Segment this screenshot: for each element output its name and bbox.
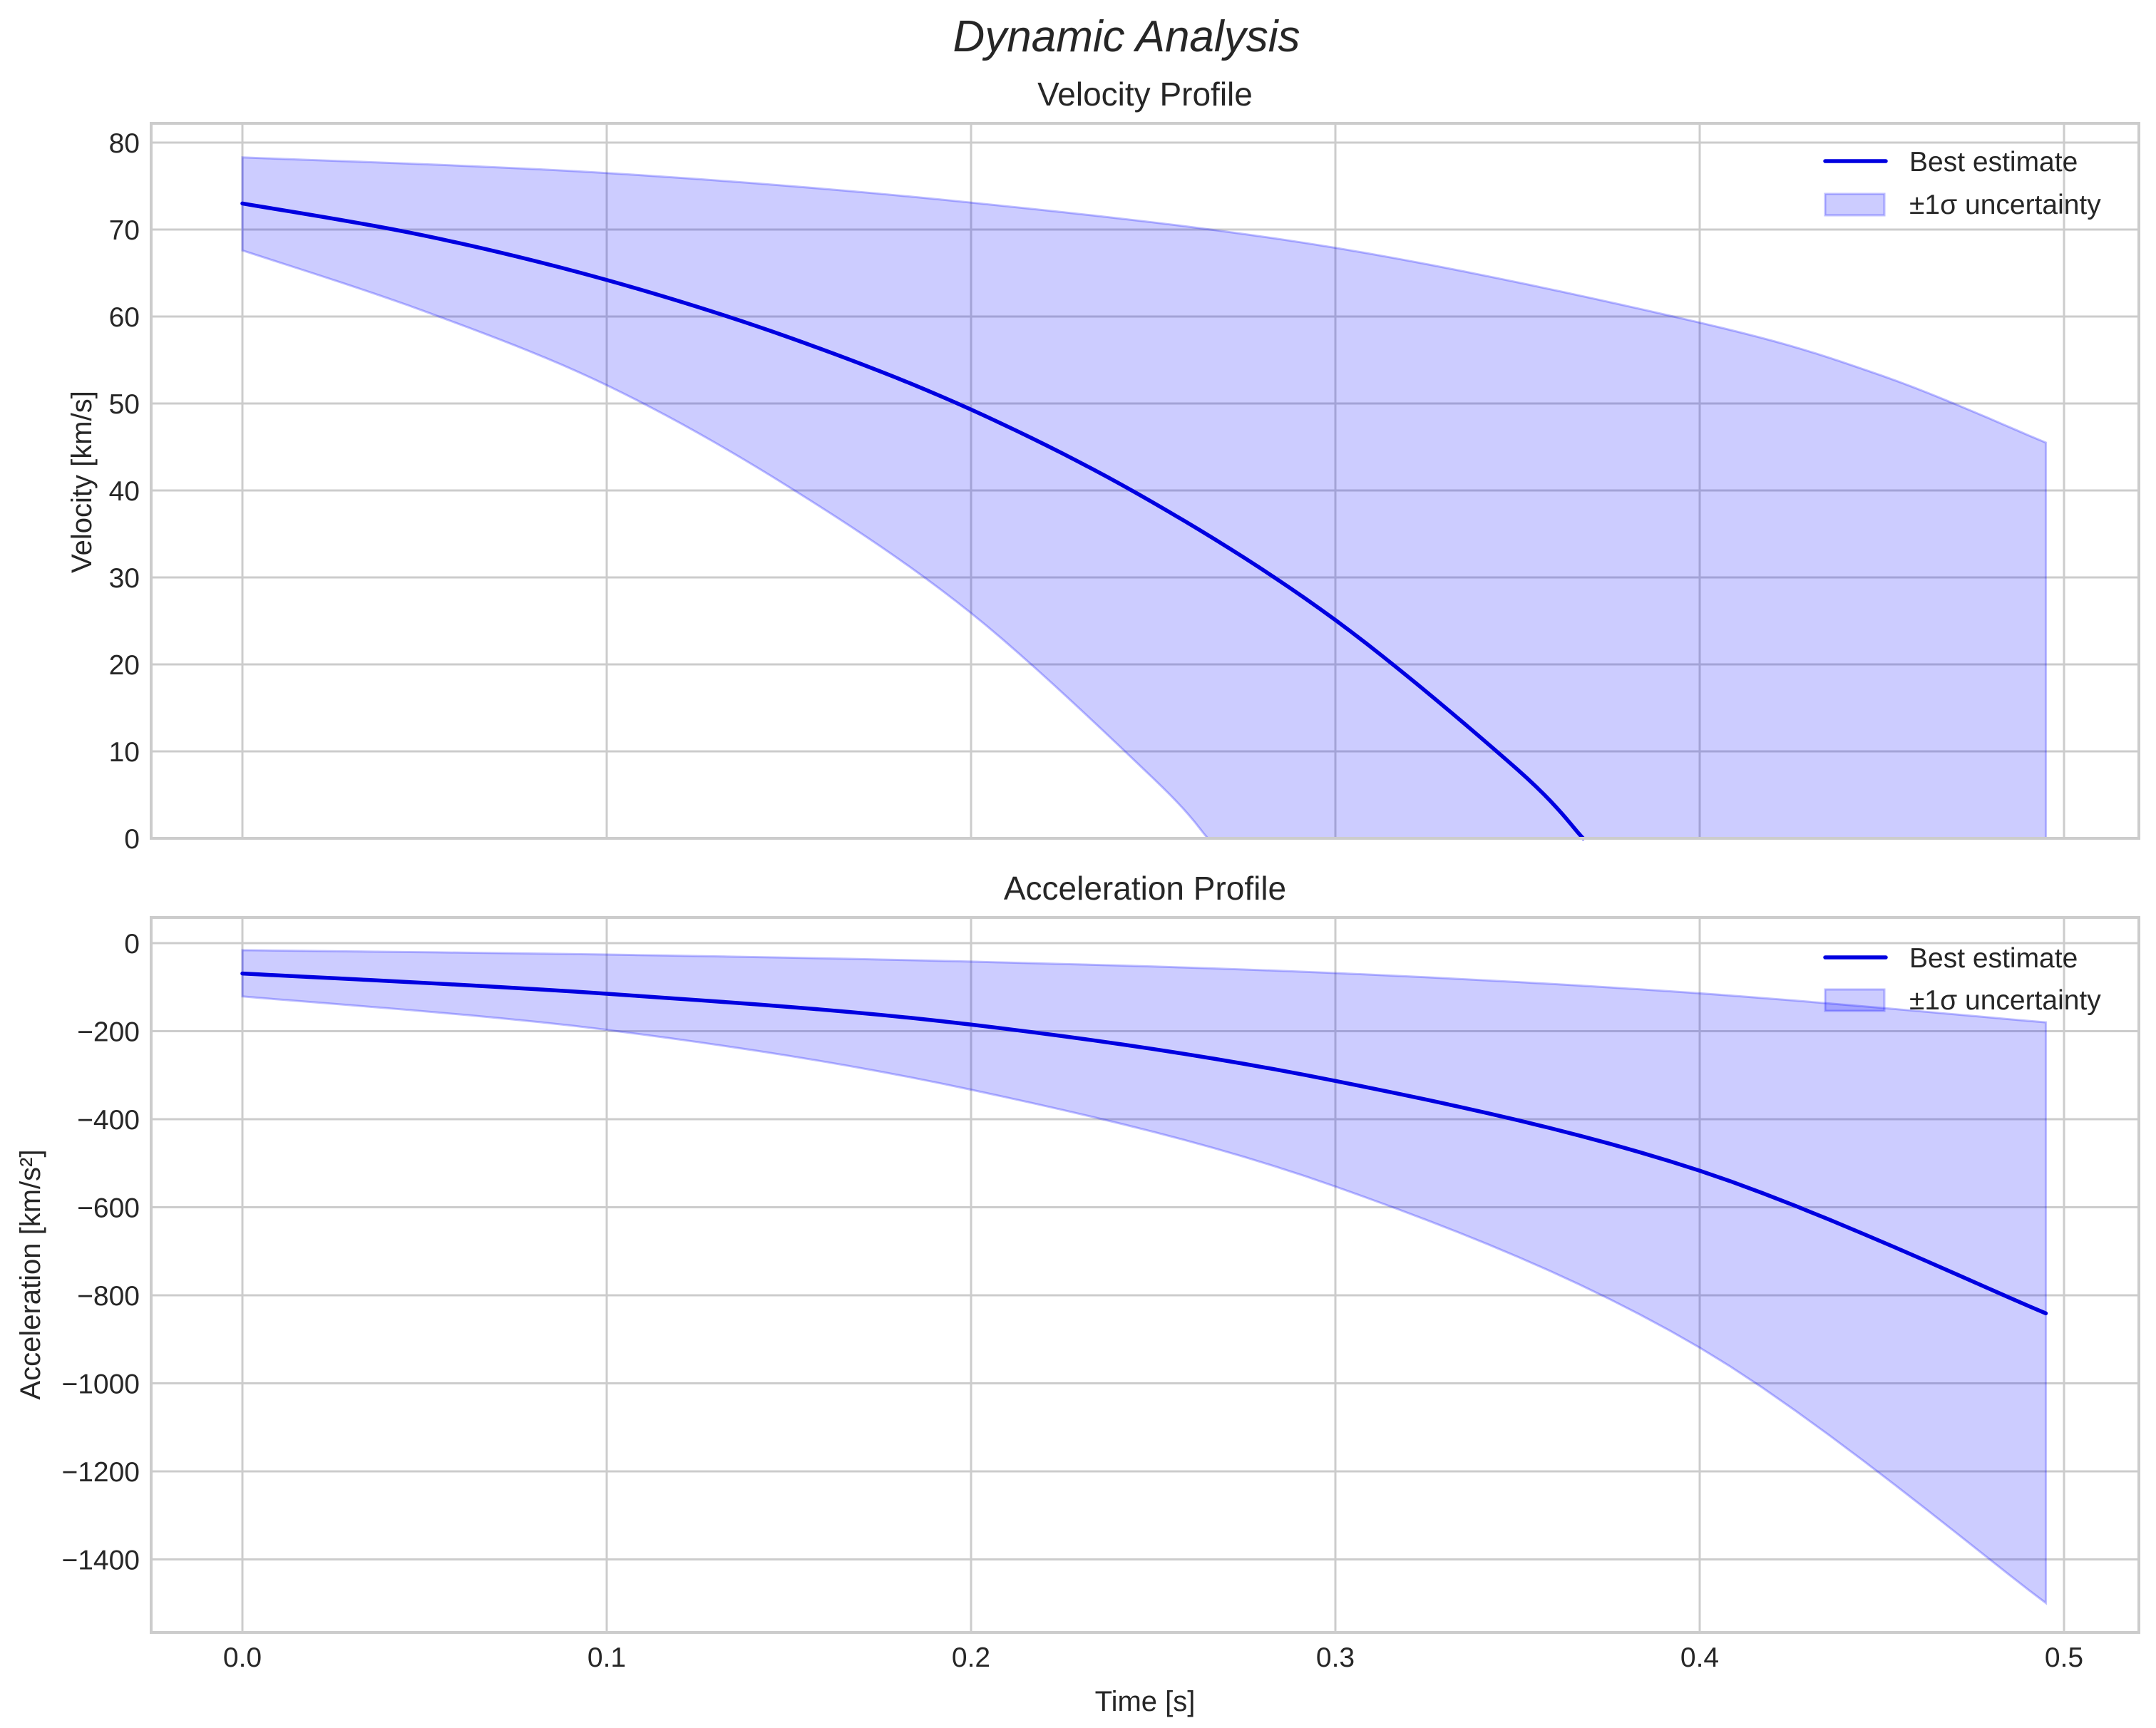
- x-tick-label: 0.3: [1316, 1642, 1355, 1673]
- acceleration-axes-frame: [150, 916, 2140, 1634]
- velocity-panel-title: Velocity Profile: [1037, 76, 1253, 113]
- x-tick-label: 0.4: [1680, 1642, 1719, 1673]
- acceleration-panel-title: Acceleration Profile: [1004, 870, 1286, 907]
- x-tick-label: 0.1: [587, 1642, 626, 1673]
- legend-label-best-estimate: Best estimate: [1909, 943, 2078, 974]
- y-tick-label: −1400: [61, 1546, 140, 1576]
- velocity-y-label: Velocity [km/s]: [66, 391, 98, 573]
- legend-band-icon: [1824, 192, 1886, 217]
- y-tick-label: 70: [109, 215, 140, 246]
- acceleration-best-estimate-line: [240, 971, 2048, 1316]
- velocity-best-estimate-line: [240, 201, 1586, 840]
- y-tick-label: −600: [77, 1193, 140, 1224]
- velocity-panel: Velocity Profile 0 10 20 30 40 50 60 70 80 Veloc…: [66, 76, 2140, 855]
- y-tick-label: −1200: [61, 1457, 140, 1488]
- y-tick-label: 40: [109, 476, 140, 507]
- y-tick-label: 50: [109, 389, 140, 420]
- acceleration-y-label: Acceleration [km/s²]: [15, 1149, 46, 1399]
- x-axis-ticks: 0.0 0.1 0.2 0.3 0.4 0.5: [223, 1642, 2083, 1673]
- x-axis-label: Time [s]: [1095, 1686, 1196, 1717]
- acceleration-legend: Best estimate ±1σ uncertainty: [1823, 943, 2101, 1016]
- y-tick-label: 80: [109, 128, 140, 159]
- velocity-y-ticks: 0 10 20 30 40 50 60 70 80: [109, 128, 140, 855]
- velocity-legend: Best estimate ±1σ uncertainty: [1823, 147, 2101, 220]
- x-tick-label: 0.0: [223, 1642, 262, 1673]
- y-tick-label: −800: [77, 1281, 140, 1312]
- legend-band-icon: [1824, 988, 1886, 1012]
- y-tick-label: −400: [77, 1105, 140, 1136]
- acceleration-uncertainty-band: [241, 949, 2047, 1605]
- acceleration-gridlines: [151, 917, 2139, 1632]
- x-tick-label: 0.5: [2045, 1642, 2083, 1673]
- velocity-gridlines: [151, 123, 2139, 840]
- acceleration-y-ticks: 0 −200 −400 −600 −800 −1000 −1200 −1400: [61, 929, 140, 1576]
- legend-label-uncertainty: ±1σ uncertainty: [1909, 190, 2101, 220]
- legend-label-best-estimate: Best estimate: [1909, 147, 2078, 178]
- velocity-axes-frame: [150, 122, 2140, 840]
- y-tick-label: 20: [109, 650, 140, 681]
- y-tick-label: 10: [109, 737, 140, 768]
- y-tick-label: 60: [109, 302, 140, 333]
- y-tick-label: −1000: [61, 1369, 140, 1400]
- y-tick-label: 30: [109, 563, 140, 594]
- legend-label-uncertainty: ±1σ uncertainty: [1909, 985, 2101, 1016]
- y-tick-label: 0: [124, 929, 140, 960]
- y-tick-label: −200: [77, 1017, 140, 1048]
- y-tick-label: 0: [124, 824, 140, 855]
- figure-title: Dynamic Analysis: [953, 12, 1300, 61]
- x-tick-label: 0.2: [952, 1642, 990, 1673]
- acceleration-panel: Acceleration Profile 0 −200 −400 −600 −800 −1…: [15, 870, 2140, 1717]
